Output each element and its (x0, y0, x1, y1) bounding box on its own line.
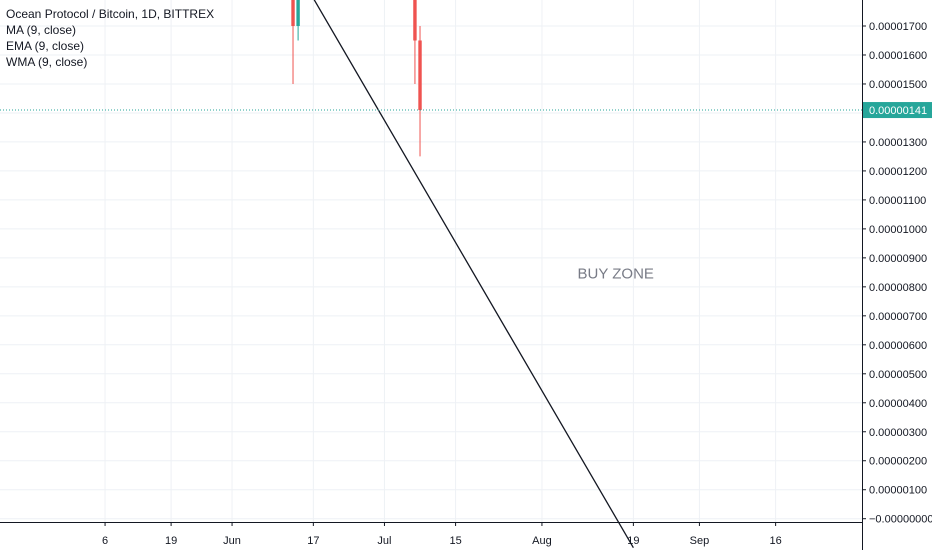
candle-68 (413, 0, 417, 84)
y-tick-label-5: 0.00001200 (869, 166, 927, 178)
x-tick-label-4: Jul (377, 535, 391, 547)
y-tick-label-14: 0.00000300 (869, 427, 927, 439)
y-tick-label-0: 0.00001700 (869, 21, 927, 33)
y-tick-label-15: 0.00000200 (869, 456, 927, 468)
legend-ma[interactable]: MA (9, close) (6, 23, 77, 37)
x-tick-label-6: Aug (532, 535, 552, 547)
y-tick-label-16: 0.00000100 (869, 485, 927, 497)
current-price-label: 0.00000141 (869, 105, 927, 117)
trendline-layer (59, 0, 634, 549)
y-axis[interactable]: 0.000017000.000016000.000015000.00001400… (862, 0, 932, 550)
candle-45 (296, 0, 300, 41)
candle-69 (418, 26, 422, 157)
annotation-layer: BUY ZONE (578, 265, 654, 282)
support-trendline[interactable] (59, 0, 634, 549)
x-tick-label-5: 15 (449, 535, 461, 547)
x-axis[interactable]: 6 19 Jun 17 Jul 15 Aug 19 Sep 16 (0, 522, 862, 547)
x-tick-label-1: 19 (165, 535, 177, 547)
candle-body-69 (418, 40, 422, 111)
candles (291, 0, 422, 157)
y-tick-label-8: 0.00000900 (869, 253, 927, 265)
y-tick-label-6: 0.00001100 (869, 195, 926, 207)
y-tick-label-11: 0.00000600 (869, 340, 927, 352)
y-tick-label-4: 0.00001300 (869, 137, 927, 149)
candle-body-68 (413, 0, 417, 41)
legend-title[interactable]: Ocean Protocol / Bitcoin, 1D, BITTREX (6, 7, 215, 21)
current-price-tag-bg (863, 102, 932, 119)
x-tick-label-8: Sep (690, 535, 710, 547)
x-tick-label-9: 16 (769, 535, 781, 547)
candle-44 (291, 0, 295, 84)
x-tick-label-2: Jun (223, 535, 241, 547)
current-price-tag: 0.00000141 (863, 102, 932, 119)
legend-ema[interactable]: EMA (9, close) (6, 39, 85, 53)
legend: Ocean Protocol / Bitcoin, 1D, BITTREX MA… (6, 6, 214, 70)
y-tick-label-9: 0.00000800 (869, 282, 927, 294)
candle-body-45 (296, 0, 300, 26)
y-tick-label-2: 0.00001500 (869, 79, 927, 91)
x-tick-label-0: 6 (102, 535, 108, 547)
y-tick-label-13: 0.00000400 (869, 398, 927, 410)
candle-body-44 (291, 0, 295, 26)
x-tick-label-7: 19 (627, 535, 639, 547)
buy-zone-label[interactable]: BUY ZONE (578, 265, 654, 282)
y-tick-label-10: 0.00000700 (869, 311, 927, 323)
x-tick-label-3: 17 (307, 535, 319, 547)
y-tick-label-17: −0.00000000 (869, 514, 932, 526)
y-tick-label-7: 0.00001000 (869, 224, 927, 236)
y-tick-label-1: 0.00001600 (869, 50, 927, 62)
grid (0, 0, 862, 522)
legend-wma[interactable]: WMA (9, close) (6, 55, 88, 69)
y-tick-label-12: 0.00000500 (869, 369, 927, 381)
